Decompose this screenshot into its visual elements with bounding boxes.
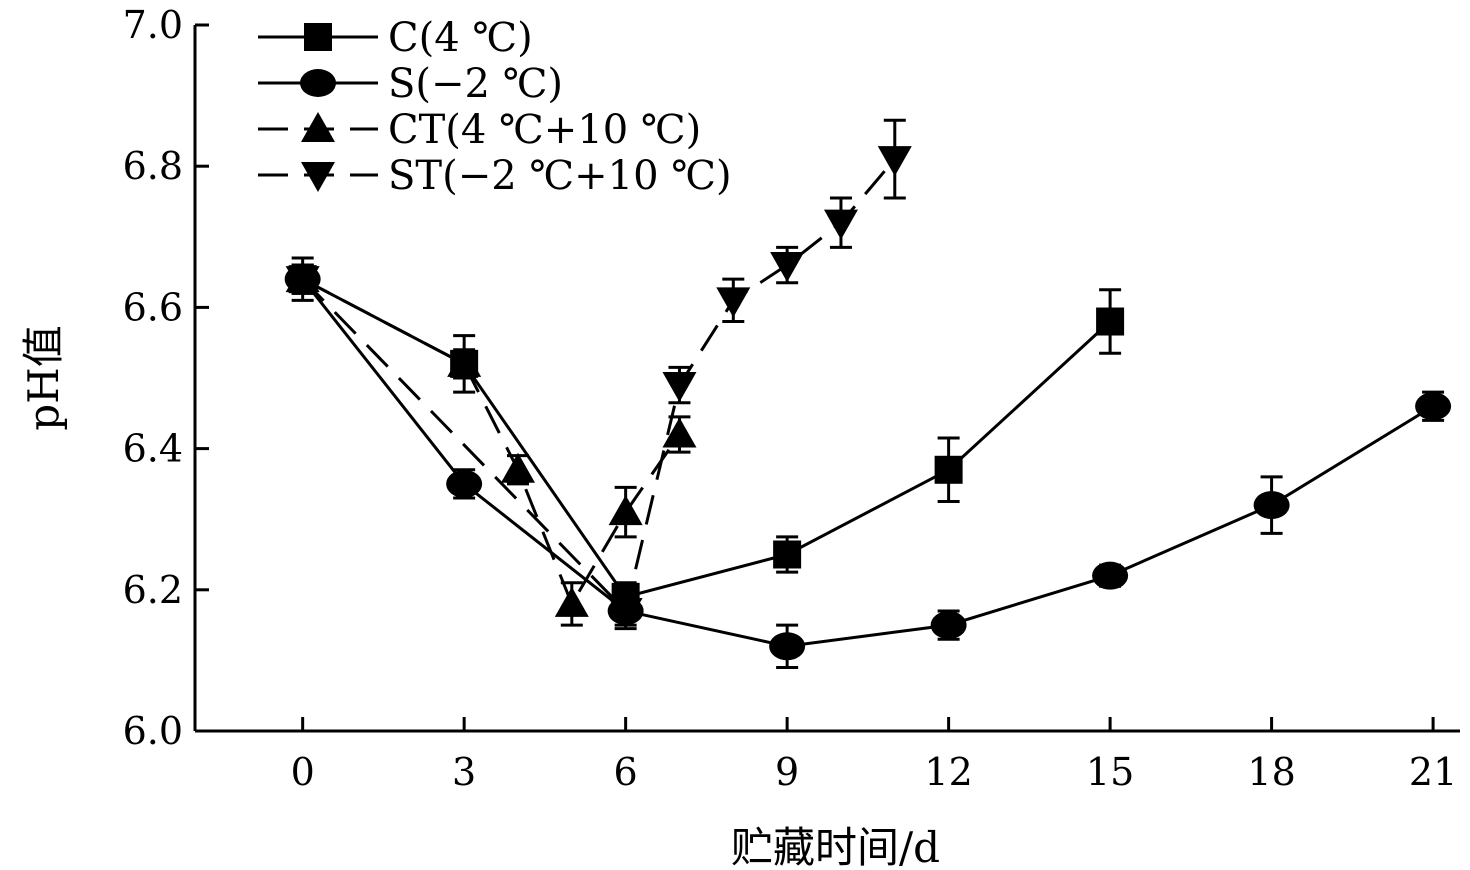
series-st-point [608,597,643,628]
series-st-point [285,266,320,297]
series-st-point [823,209,858,240]
x-tick-label: 18 [1247,750,1295,794]
series-st [285,118,912,628]
series-ct [285,262,697,627]
series-c-point [1096,307,1125,336]
legend-point [304,23,332,51]
series-layer [284,118,1452,669]
series-s-point [1415,392,1452,421]
y-tick-label: 6.8 [123,144,183,188]
series-ct-point [662,417,697,448]
legend-point [301,112,335,142]
y-tick-label: 7.0 [123,3,183,47]
series-st-point [770,252,805,283]
series-c-point [773,540,802,569]
y-tick-label: 6.6 [123,285,183,329]
x-tick-label: 12 [924,750,972,794]
y-tick-label: 6.2 [123,568,183,612]
x-tick-label: 0 [291,750,315,794]
x-tick-label: 15 [1086,750,1134,794]
x-tick-label: 3 [452,750,476,794]
series-s-point [1253,491,1290,520]
legend-item-ct: CT(4 ℃+10 ℃) [258,107,701,153]
legend-label: S(−2 ℃) [388,61,563,107]
series-ct-point [500,452,535,483]
x-tick-label: 6 [614,750,638,794]
series-ct-point [608,495,643,526]
series-s [284,263,1452,669]
legend: C(4 ℃)S(−2 ℃)CT(4 ℃+10 ℃)ST(−2 ℃+10 ℃) [258,15,732,199]
legend-point [300,69,336,97]
series-c [288,256,1125,613]
series-ct-line [301,277,681,608]
legend-label: CT(4 ℃+10 ℃) [388,107,701,153]
series-c-point [934,455,963,484]
series-s-line [301,278,1434,648]
x-axis-label: 贮藏时间/d [731,823,940,870]
legend-point [301,162,335,192]
series-s-point [446,469,483,498]
series-st-point [877,146,912,177]
legend-label: ST(−2 ℃+10 ℃) [388,153,732,199]
legend-label: C(4 ℃) [388,15,533,61]
legend-item-c: C(4 ℃) [258,15,533,61]
series-s-point [930,611,967,640]
series-s-point [769,632,806,661]
series-st-point [662,372,697,403]
x-tick-label: 21 [1409,750,1457,794]
series-ct-point [447,346,482,377]
series-st-point [716,287,751,318]
series-ct-point [554,586,589,617]
series-c-line [301,277,1112,599]
legend-item-st: ST(−2 ℃+10 ℃) [258,153,732,199]
y-tick-label: 6.4 [123,427,183,471]
y-axis-label: pH值 [19,325,68,431]
x-tick-label: 9 [775,750,799,794]
legend-item-s: S(−2 ℃) [258,61,563,107]
y-tick-label: 6.0 [123,709,183,753]
axes: 6.0 6.2 6.4 6.6 6.8 7.0 0 3 6 9 12 15 18 21 [123,3,1460,794]
series-s-point [1092,561,1129,590]
